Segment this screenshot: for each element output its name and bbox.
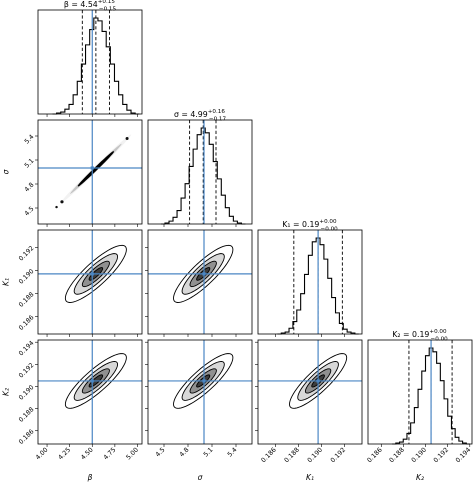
diag-panel-0: β = 4.54+0.15 −0.15 (37, 0, 143, 115)
pair-panel-3-0 (37, 339, 143, 445)
pair-panel-3-1 (147, 339, 253, 445)
sample-point-1-0-1 (125, 136, 129, 140)
x-tick-label-3-0: 0.186 (366, 447, 384, 465)
diag-panel-1: σ = 4.99+0.16 −0.17 (147, 109, 253, 225)
pair-frame-3-2 (257, 339, 363, 445)
diag-frame-2 (257, 229, 363, 335)
pair-panel-2-0 (37, 229, 143, 335)
x-tick-label-1-0: 4.5 (154, 447, 166, 459)
pair-frame-3-0 (37, 339, 143, 445)
x-tick-label-3-4: 0.194 (455, 447, 473, 465)
truth-marker-3-0 (90, 379, 94, 383)
x-tick-label-2-0: 0.186 (260, 447, 278, 465)
diag-frame-3 (367, 339, 473, 445)
contour-core-1-0 (77, 151, 115, 187)
y-tick-label-3-4: 0.194 (18, 340, 36, 358)
x-tick-label-1-2: 5.1 (202, 447, 214, 459)
diag-frame-1 (147, 119, 253, 225)
title-main-0: β = 4.54 (64, 0, 98, 9)
diag-panel-3: K₂ = 0.19+0.00 −0.00 (367, 329, 473, 445)
y-tick-label-3-0: 0.186 (18, 428, 36, 446)
x-tick-label-0-1: 4.25 (57, 447, 72, 462)
title-main-3: K₂ = 0.19 (392, 330, 429, 339)
panel-title-2: K₁ = 0.19+0.00 −0.00 (282, 219, 338, 232)
sample-point-1-0-2 (55, 205, 58, 209)
title-sub-0: −0.15 (99, 6, 117, 12)
y-axis-label-3: K₂ (2, 388, 11, 396)
title-sub-2: −0.00 (321, 226, 339, 232)
x-axis-label-0: β (88, 473, 93, 482)
y-tick-label-2-0: 0.186 (18, 314, 36, 332)
x-tick-label-2-3: 0.192 (329, 447, 347, 465)
truth-marker-3-2 (316, 379, 320, 383)
panel-title-0: β = 4.54+0.15 −0.15 (64, 0, 117, 12)
truth-marker-1-0 (90, 166, 94, 170)
truth-marker-3-1 (202, 379, 206, 383)
pair-frame-2-0 (37, 229, 143, 335)
x-tick-label-2-2: 0.190 (306, 447, 324, 465)
pair-panel-2-1 (147, 229, 253, 335)
diag-frame-0 (37, 9, 143, 115)
panel-title-1: σ = 4.99+0.16 −0.17 (174, 109, 227, 122)
y-tick-label-1-1: 4.8 (23, 182, 35, 194)
pair-panel-1-0 (37, 119, 143, 225)
y-axis-label-1: σ (2, 169, 11, 174)
x-tick-label-3-2: 0.190 (410, 447, 428, 465)
title-sup-1: +0.16 (208, 109, 226, 115)
truth-marker-2-0 (90, 272, 94, 276)
diag-panel-2: K₁ = 0.19+0.00 −0.00 (257, 219, 363, 335)
title-main-2: K₁ = 0.19 (282, 220, 319, 229)
pair-frame-2-1 (147, 229, 253, 335)
title-sub-1: −0.17 (209, 116, 227, 122)
x-tick-label-0-0: 4.00 (35, 447, 50, 462)
y-tick-label-3-1: 0.188 (18, 406, 36, 424)
y-tick-label-2-1: 0.188 (18, 291, 36, 309)
y-tick-label-3-3: 0.192 (18, 362, 36, 380)
title-sup-3: +0.00 (429, 329, 447, 335)
y-tick-label-1-2: 5.1 (23, 158, 35, 170)
pair-frame-3-1 (147, 339, 253, 445)
y-tick-label-1-3: 5.4 (23, 134, 35, 146)
pair-frame-1-0 (37, 119, 143, 225)
x-tick-label-2-1: 0.188 (283, 447, 301, 465)
y-tick-label-2-2: 0.190 (18, 268, 36, 286)
x-tick-label-1-1: 4.8 (178, 447, 190, 459)
panel-title-3: K₂ = 0.19+0.00 −0.00 (392, 329, 448, 342)
pair-panel-3-2 (257, 339, 363, 445)
x-axis-label-3: K₂ (416, 473, 424, 482)
x-axis-label-2: K₁ (306, 473, 314, 482)
x-axis-label-1: σ (198, 473, 203, 482)
title-sub-3: −0.00 (431, 336, 449, 342)
x-tick-label-3-3: 0.192 (432, 447, 450, 465)
sample-point-1-0-0 (60, 200, 64, 204)
x-tick-label-3-1: 0.188 (388, 447, 406, 465)
x-tick-label-1-3: 5.4 (226, 447, 238, 459)
x-tick-label-0-4: 5.00 (125, 447, 140, 462)
y-tick-label-1-0: 4.5 (23, 206, 35, 218)
y-tick-label-3-2: 0.190 (18, 384, 36, 402)
y-tick-label-2-3: 0.192 (18, 245, 36, 263)
truth-marker-2-1 (202, 272, 206, 276)
title-sup-0: +0.15 (98, 0, 116, 5)
y-axis-label-2: K₁ (2, 278, 11, 286)
x-tick-label-0-3: 4.75 (102, 447, 117, 462)
title-sup-2: +0.00 (319, 219, 337, 225)
x-tick-label-0-2: 4.50 (80, 447, 95, 462)
title-main-1: σ = 4.99 (174, 110, 208, 119)
